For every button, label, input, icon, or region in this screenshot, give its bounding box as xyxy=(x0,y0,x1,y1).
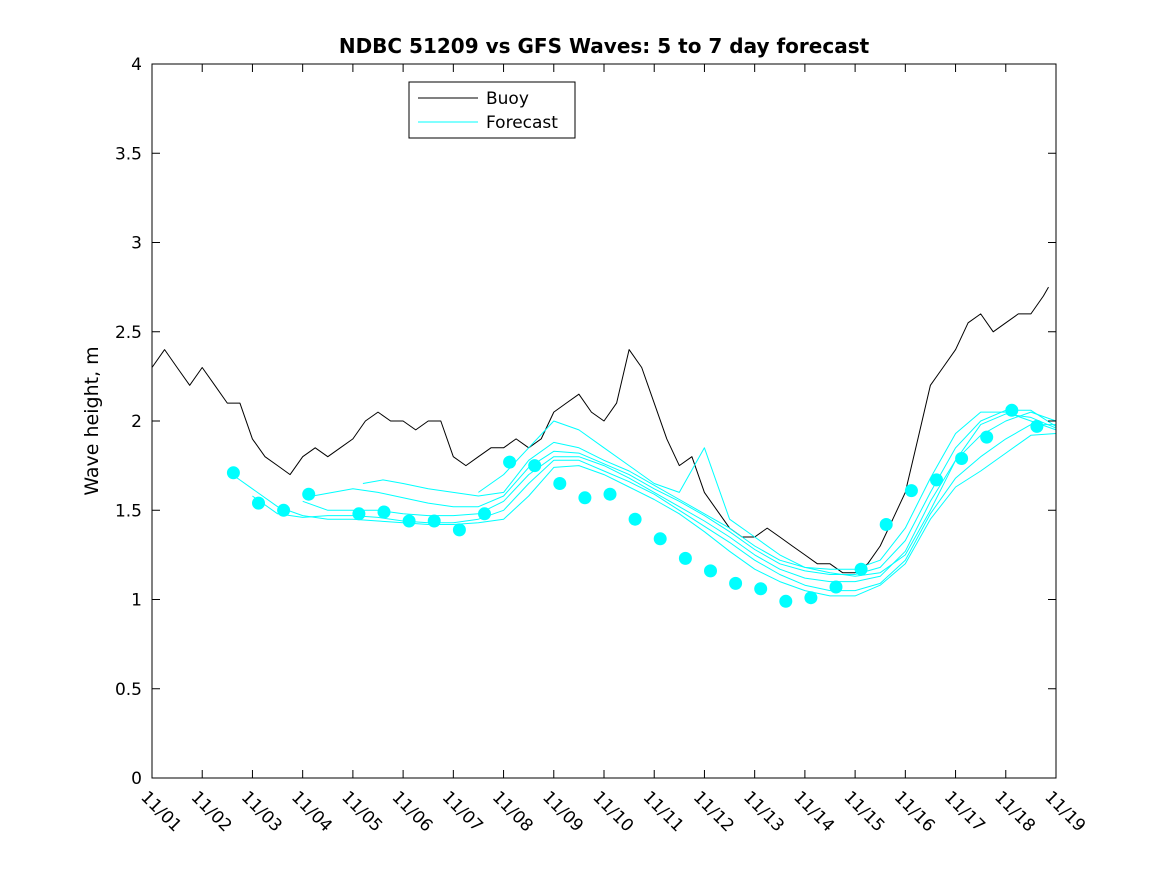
legend-label-buoy: Buoy xyxy=(486,89,529,109)
forecast-point xyxy=(352,507,366,521)
legend-box xyxy=(408,81,576,139)
y-axis-label: Wave height, m xyxy=(81,346,103,495)
forecast-point xyxy=(879,518,893,531)
legend-label-forecast: Forecast xyxy=(486,113,558,133)
forecast-point xyxy=(779,594,793,608)
legend: Buoy Forecast xyxy=(408,81,576,139)
y-tick-label: 1 xyxy=(131,591,142,611)
forecast-point xyxy=(553,477,567,490)
y-tick-label: 4 xyxy=(131,55,142,75)
forecast-point xyxy=(503,455,517,469)
forecast-point xyxy=(1030,419,1044,433)
y-tick-label: 3 xyxy=(131,234,142,254)
y-tick-label: 0 xyxy=(131,769,142,789)
forecast-point xyxy=(427,514,441,528)
forecast-point xyxy=(930,473,943,487)
forecast-point xyxy=(980,430,994,444)
forecast-point xyxy=(854,562,868,576)
forecast-point xyxy=(653,532,667,546)
forecast-point xyxy=(804,591,818,605)
forecast-series-line-3 xyxy=(302,411,1057,583)
forecast-point xyxy=(277,503,291,517)
forecast-point xyxy=(678,551,692,565)
chart-title: NDBC 51209 vs GFS Waves: 5 to 7 day fore… xyxy=(339,34,870,58)
forecast-series-line-2 xyxy=(252,424,1056,592)
forecast-point xyxy=(478,507,491,521)
forecast-point xyxy=(955,452,969,465)
y-tick-label: 0.5 xyxy=(115,680,142,700)
forecast-point xyxy=(829,580,843,594)
forecast-point xyxy=(226,466,240,480)
forecast-point xyxy=(1005,403,1019,417)
forecast-point xyxy=(528,459,542,473)
forecast-point xyxy=(402,514,416,528)
forecast-series-line-1 xyxy=(232,433,1057,597)
forecast-point xyxy=(704,564,717,578)
forecast-point xyxy=(452,523,466,537)
forecast-point xyxy=(302,487,316,501)
forecast-point xyxy=(603,487,617,501)
forecast-point xyxy=(754,582,768,596)
y-tick-label: 3.5 xyxy=(115,144,142,164)
y-tick-label: 2 xyxy=(131,412,142,432)
series-layer xyxy=(151,286,1057,608)
y-tick-label: 2.5 xyxy=(115,323,142,343)
forecast-point xyxy=(904,484,918,498)
forecast-point xyxy=(578,491,592,505)
forecast-series-line-4 xyxy=(312,409,1057,575)
forecast-point xyxy=(377,505,391,519)
forecast-point xyxy=(252,496,265,510)
y-tick-label: 1.5 xyxy=(115,501,142,521)
forecast-point xyxy=(628,512,642,526)
forecast-series-line-5 xyxy=(362,411,1057,570)
forecast-point xyxy=(729,576,743,590)
